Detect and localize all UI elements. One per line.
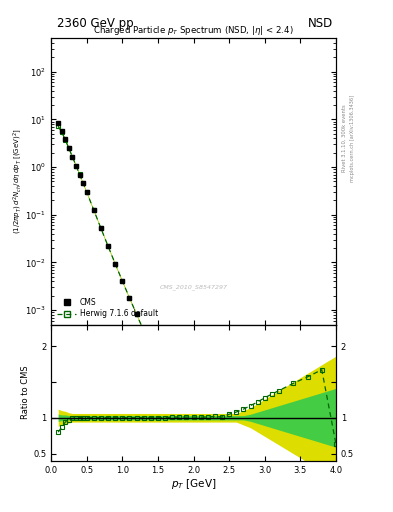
- Y-axis label: $(1/2\pi p_T)\,d^2N_{ch}/d\eta\,dp_T\;[(\mathrm{GeV})^2]$: $(1/2\pi p_T)\,d^2N_{ch}/d\eta\,dp_T\;[(…: [11, 129, 24, 234]
- Text: NSD: NSD: [308, 17, 333, 30]
- Text: mcplots.cern.ch [arXiv:1306.3436]: mcplots.cern.ch [arXiv:1306.3436]: [351, 95, 355, 182]
- X-axis label: $p_T$ [GeV]: $p_T$ [GeV]: [171, 477, 216, 492]
- Text: Rivet 3.1.10, 300k events: Rivet 3.1.10, 300k events: [342, 104, 347, 172]
- Legend: CMS, Herwig 7.1.6 default: CMS, Herwig 7.1.6 default: [55, 296, 161, 321]
- Text: CMS_2010_S8547297: CMS_2010_S8547297: [160, 285, 228, 290]
- Text: 2360 GeV pp: 2360 GeV pp: [57, 17, 134, 30]
- Y-axis label: Ratio to CMS: Ratio to CMS: [21, 366, 30, 419]
- Title: Charged Particle $p_T$ Spectrum (NSD, $|\eta|$ < 2.4): Charged Particle $p_T$ Spectrum (NSD, $|…: [93, 24, 294, 37]
